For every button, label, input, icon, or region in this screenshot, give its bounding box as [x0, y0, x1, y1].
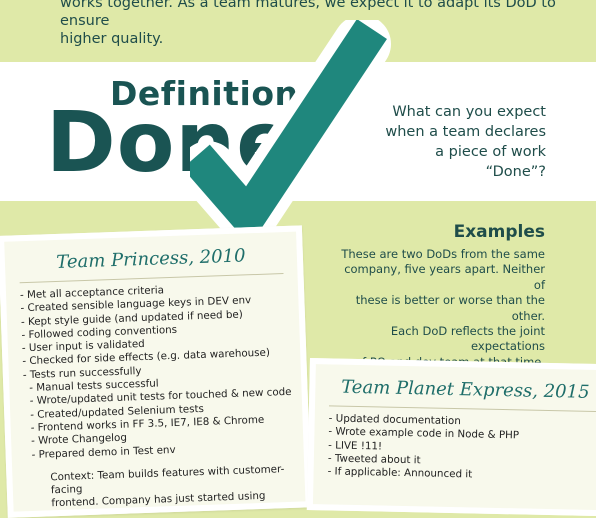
examples-line: These are two DoDs from the same — [341, 247, 545, 261]
card-title: Team Planet Express, 2015 — [340, 376, 590, 403]
examples-line: Each DoD reflects the joint expectations — [390, 324, 545, 354]
examples-line: company, five years apart. Neither of — [344, 262, 545, 292]
checkmark-icon — [190, 20, 391, 246]
question-line: What can you expect — [392, 104, 546, 120]
card-divider — [328, 405, 596, 413]
dod-list: - Updated documentation - Wrote example … — [313, 412, 596, 485]
context-text: Context: Team builds features with custo… — [12, 452, 306, 511]
team-princess-card: Team Princess, 2010 - Met all acceptance… — [0, 225, 312, 518]
question-line: a piece of work “Done”? — [435, 144, 546, 180]
examples-heading: Examples — [453, 222, 545, 242]
question-text: What can you expect when a team declares… — [380, 102, 546, 182]
team-planet-express-card: Team Planet Express, 2015 - Updated docu… — [306, 358, 596, 517]
intro-text: works together. As a team matures, we ex… — [60, 0, 580, 48]
card-title: Team Princess, 2010 — [55, 245, 246, 273]
intro-line: works together. As a team matures, we ex… — [60, 0, 556, 29]
intro-line: higher quality. — [60, 31, 164, 47]
question-line: when a team declares — [385, 124, 546, 140]
title-definition: Definition — [110, 74, 299, 113]
dod-list: - Met all acceptance criteria - Created … — [6, 280, 304, 463]
examples-line: these is better or worse than the other. — [355, 293, 545, 323]
